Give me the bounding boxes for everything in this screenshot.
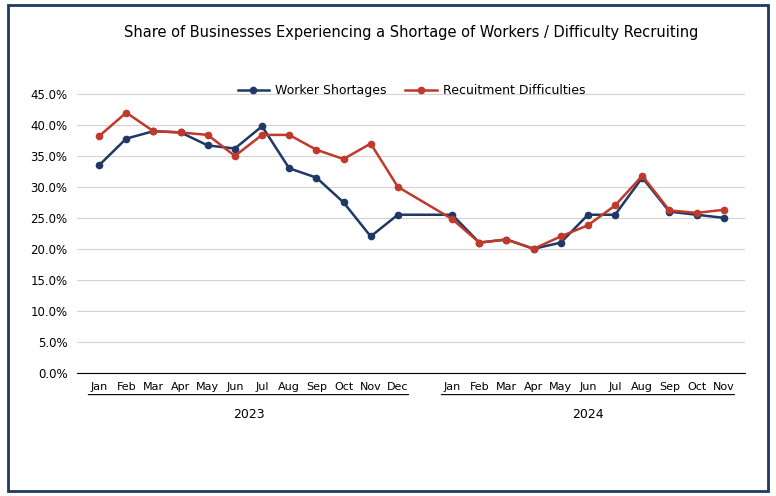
Recuitment Difficulties [692, 210, 702, 216]
Worker Shortages [339, 199, 348, 205]
Recuitment Difficulties [95, 133, 104, 139]
Worker Shortages [230, 145, 240, 151]
Worker Shortages [502, 237, 511, 243]
Worker Shortages [529, 246, 539, 252]
Recuitment Difficulties [448, 216, 457, 222]
Recuitment Difficulties [584, 222, 593, 228]
Worker Shortages [149, 128, 158, 134]
Recuitment Difficulties [502, 237, 511, 243]
Worker Shortages [393, 212, 403, 218]
Worker Shortages [611, 212, 620, 218]
Text: 2024: 2024 [572, 408, 604, 421]
Recuitment Difficulties [611, 202, 620, 208]
Worker Shortages [556, 240, 566, 246]
Worker Shortages [312, 175, 321, 181]
Line: Worker Shortages: Worker Shortages [96, 123, 727, 252]
Worker Shortages [638, 175, 647, 181]
Recuitment Difficulties [258, 132, 267, 138]
Worker Shortages [448, 212, 457, 218]
Recuitment Difficulties [230, 153, 240, 159]
Worker Shortages [366, 234, 376, 240]
Worker Shortages [285, 165, 294, 171]
Worker Shortages [203, 142, 213, 148]
Recuitment Difficulties [665, 207, 674, 213]
Worker Shortages [258, 124, 267, 129]
Legend: Worker Shortages, Recuitment Difficulties: Worker Shortages, Recuitment Difficultie… [233, 79, 591, 102]
Recuitment Difficulties [312, 147, 321, 153]
Worker Shortages [665, 209, 674, 215]
Recuitment Difficulties [366, 140, 376, 146]
Recuitment Difficulties [149, 128, 158, 134]
Recuitment Difficulties [638, 173, 647, 179]
Worker Shortages [122, 135, 131, 141]
Title: Share of Businesses Experiencing a Shortage of Workers / Difficulty Recruiting: Share of Businesses Experiencing a Short… [124, 25, 698, 40]
Worker Shortages [692, 212, 702, 218]
Recuitment Difficulties [475, 240, 484, 246]
Recuitment Difficulties [203, 132, 213, 138]
Worker Shortages [719, 215, 729, 221]
Recuitment Difficulties [556, 234, 566, 240]
Recuitment Difficulties [339, 156, 348, 162]
Worker Shortages [584, 212, 593, 218]
Recuitment Difficulties [529, 246, 539, 252]
Recuitment Difficulties [393, 184, 403, 190]
Recuitment Difficulties [176, 129, 185, 135]
Worker Shortages [95, 162, 104, 168]
Line: Recuitment Difficulties: Recuitment Difficulties [96, 110, 727, 252]
Recuitment Difficulties [122, 110, 131, 116]
Worker Shortages [176, 129, 185, 135]
Recuitment Difficulties [719, 207, 729, 213]
Text: 2023: 2023 [233, 408, 265, 421]
Worker Shortages [475, 240, 484, 246]
Recuitment Difficulties [285, 132, 294, 138]
